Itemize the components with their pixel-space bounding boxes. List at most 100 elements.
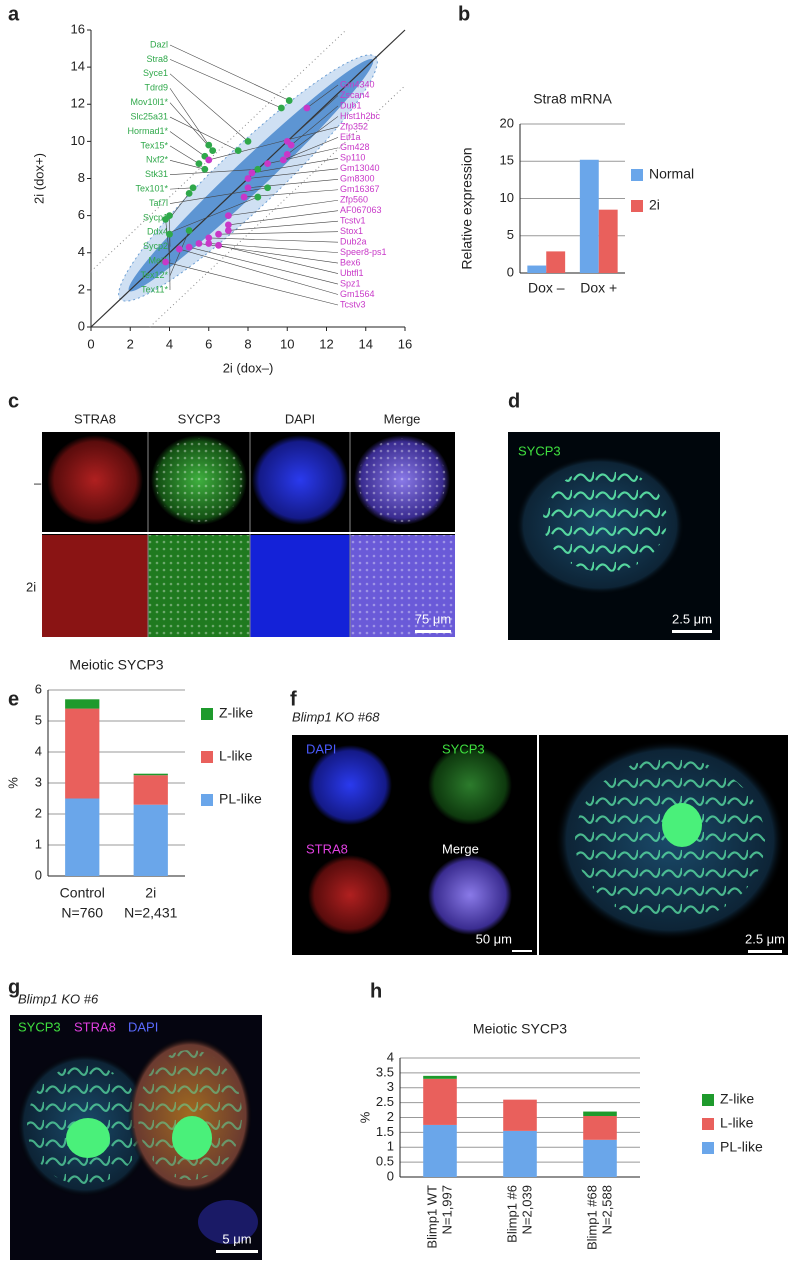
column-label: SYCP3	[178, 411, 221, 426]
y-tick-label: 2.5	[376, 1094, 394, 1109]
x-tick-label: 12	[319, 336, 333, 351]
y-tick-label: 4	[387, 1049, 394, 1064]
x-tick-label: Dox –	[528, 280, 565, 296]
point	[244, 137, 252, 145]
y-tick-label: 5	[35, 712, 42, 727]
leader-line	[169, 196, 258, 233]
point	[162, 215, 169, 223]
leader-line	[218, 231, 339, 235]
leader-line	[169, 193, 190, 219]
column-label: DAPI	[285, 411, 315, 426]
gene-label: Eif1a	[340, 132, 361, 142]
leader-line	[165, 219, 171, 262]
gene-label: Syce1	[143, 68, 168, 78]
gene-label: Sycp1	[143, 212, 168, 222]
gene-label: Gm16367	[340, 184, 380, 194]
image-panel-d: SYCP3 2.5 μm	[508, 432, 720, 640]
y-axis-label: 2i (dox+)	[31, 153, 46, 204]
x-tick-label: 4	[166, 336, 173, 351]
y-tick-label: 0	[35, 867, 42, 882]
point	[248, 169, 256, 177]
leader-line	[306, 84, 339, 109]
scale-bar-label: 50 μm	[476, 931, 512, 946]
legend-swatch	[631, 200, 643, 212]
point	[240, 193, 248, 201]
channel-label: SYCP3	[442, 741, 485, 756]
gene-label: Slc25a31	[130, 111, 168, 121]
column-label: STRA8	[74, 411, 116, 426]
legend-label: PL-like	[219, 791, 262, 807]
bar-segment	[133, 775, 168, 805]
point	[234, 147, 242, 155]
leader-line	[228, 220, 339, 231]
leader-line	[208, 237, 339, 243]
gene-label: Zscan4	[340, 90, 370, 100]
leader-line	[247, 168, 339, 179]
gene-label: Hormad1*	[127, 126, 168, 136]
gene-label: Sp110	[340, 153, 365, 163]
point	[277, 104, 285, 112]
panel-label: f	[290, 688, 297, 710]
channel-label: STRA8	[74, 1019, 116, 1034]
bar-segment	[423, 1078, 457, 1125]
gene-label: Hist1h2bc	[340, 111, 381, 121]
y-tick-label: 0	[78, 318, 85, 333]
point	[215, 241, 222, 249]
y-axis-label: %	[5, 777, 20, 789]
leader-line	[247, 178, 339, 189]
bar-segment	[65, 699, 100, 709]
y-tick-label: 12	[71, 96, 85, 111]
image-panel-f: Blimp1 KO #68 DAPI SYCP3 STRA8 Merge 50 …	[292, 709, 788, 955]
bar	[546, 251, 566, 273]
x-tick-label: Dox +	[580, 280, 617, 296]
gene-label: Tcstv1	[340, 216, 366, 226]
channel-label: STRA8	[306, 841, 348, 856]
leader-line	[290, 105, 339, 146]
gene-label: Tcstv3	[340, 299, 366, 309]
point	[201, 165, 209, 173]
bar-segment	[583, 1139, 617, 1177]
bar-segment	[503, 1130, 537, 1177]
chart-title: Meiotic SYCP3	[473, 1021, 567, 1037]
channel-label: SYCP3	[518, 443, 561, 458]
gene-label: Stra8	[146, 54, 168, 64]
leader-line	[251, 158, 339, 174]
point	[285, 97, 293, 104]
point	[205, 234, 213, 242]
point	[215, 230, 222, 238]
point	[287, 141, 295, 149]
leader-line	[169, 73, 249, 142]
leader-line	[283, 137, 339, 161]
leader-line	[179, 248, 339, 295]
y-tick-label: 4	[78, 244, 85, 259]
leader-line	[169, 187, 194, 190]
column-label: Merge	[384, 411, 421, 426]
x-tick-label: 0	[87, 336, 94, 351]
point	[189, 184, 197, 192]
panel-label: d	[508, 390, 520, 412]
y-tick-label: 2	[387, 1109, 394, 1124]
x-tick-label: 16	[398, 336, 412, 351]
y-axis-label: %	[357, 1111, 372, 1123]
bar	[579, 159, 599, 273]
leader-line	[228, 199, 339, 216]
panel-label: b	[458, 3, 470, 25]
point	[175, 245, 183, 253]
leader-line	[169, 187, 268, 204]
y-tick-label: 15	[500, 153, 514, 168]
x-tick-label: Blimp1 #68	[584, 1185, 599, 1250]
point	[303, 104, 311, 112]
y-tick-label: 1.5	[376, 1124, 394, 1139]
leader-line	[208, 126, 339, 161]
point	[195, 240, 203, 247]
point	[244, 175, 252, 182]
bar-segment	[583, 1111, 617, 1117]
panel-label: e	[8, 688, 19, 710]
point	[254, 165, 262, 173]
gene-label: Tex15*	[140, 140, 168, 150]
y-tick-label: 2	[35, 805, 42, 820]
x-tick-label: Control	[60, 885, 105, 901]
leader-line	[169, 234, 171, 291]
x-tick-label: 6	[205, 336, 212, 351]
leader-line	[287, 95, 339, 142]
